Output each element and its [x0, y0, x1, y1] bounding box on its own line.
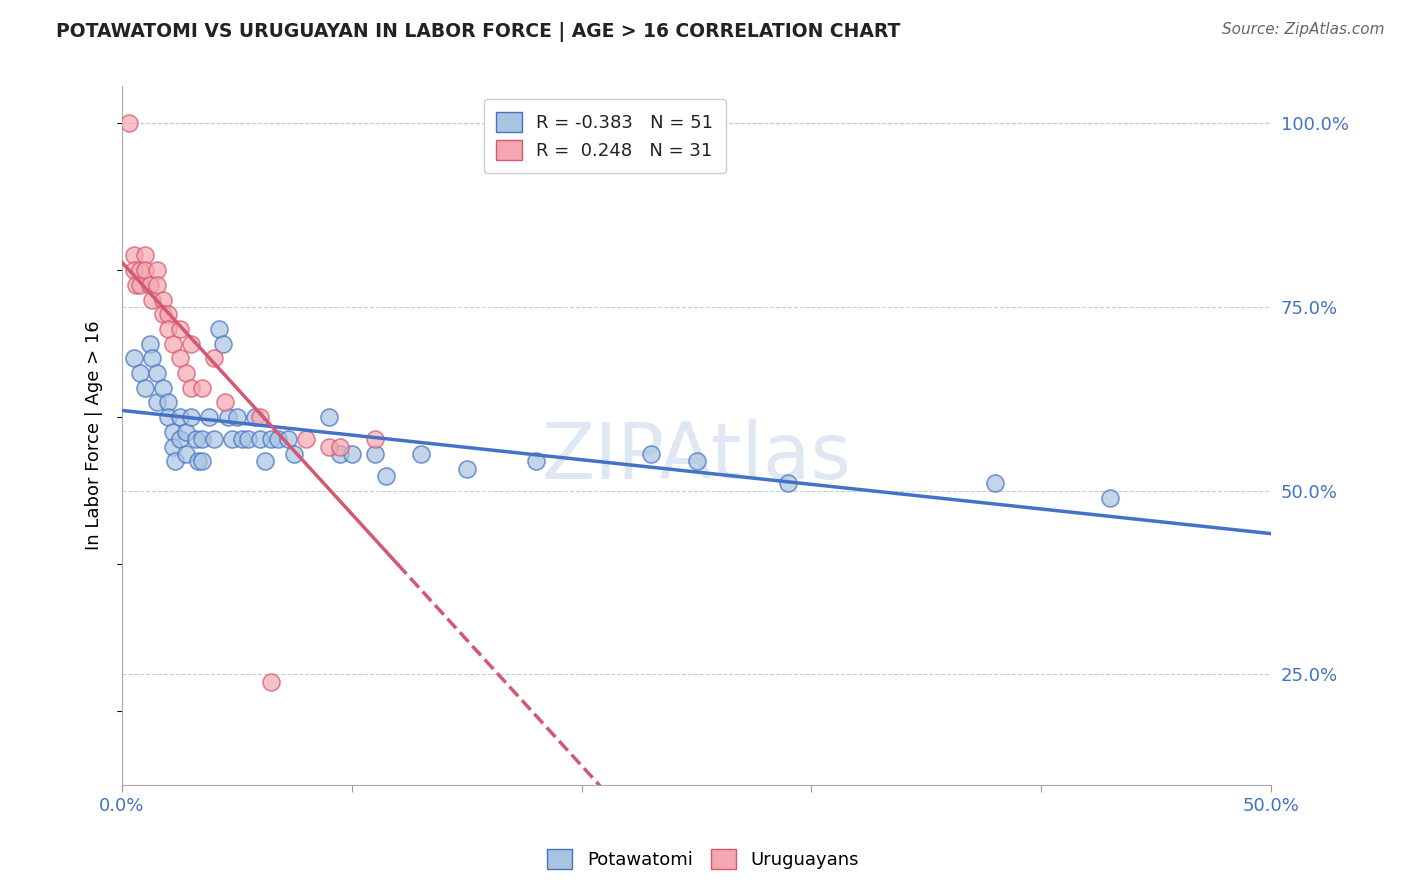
Point [152, 293, 174, 307]
Y-axis label: In Labor Force | Age > 16: In Labor Force | Age > 16 [86, 321, 103, 550]
Point [267, 432, 290, 446]
Point [226, 410, 249, 425]
Point [340, 447, 363, 461]
Point [145, 277, 167, 292]
Point [169, 432, 191, 446]
Point [162, 425, 184, 439]
Point [145, 366, 167, 380]
Point [212, 336, 235, 351]
Point [145, 263, 167, 277]
Point [375, 469, 398, 483]
Point [409, 447, 432, 461]
Point [122, 263, 145, 277]
Point [180, 381, 202, 395]
Point [364, 432, 387, 446]
Point [169, 322, 191, 336]
Point [202, 432, 225, 446]
Point [276, 432, 298, 446]
Point [169, 351, 191, 366]
Point [156, 395, 179, 409]
Point [163, 454, 186, 468]
Point [169, 410, 191, 425]
Point [176, 366, 198, 380]
Point [162, 440, 184, 454]
Point [778, 476, 800, 491]
Point [260, 432, 283, 446]
Point [329, 440, 352, 454]
Text: ZIPAtlas: ZIPAtlas [541, 418, 852, 494]
Point [685, 454, 707, 468]
Point [152, 307, 174, 321]
Point [156, 410, 179, 425]
Point [134, 381, 156, 395]
Point [318, 410, 340, 425]
Point [138, 336, 160, 351]
Point [329, 447, 352, 461]
Point [249, 410, 271, 425]
Point [456, 461, 478, 475]
Point [176, 425, 198, 439]
Point [122, 248, 145, 262]
Point [118, 116, 141, 130]
Point [180, 410, 202, 425]
Point [184, 432, 207, 446]
Point [134, 248, 156, 262]
Point [364, 447, 387, 461]
Point [202, 351, 225, 366]
Point [191, 432, 214, 446]
Point [217, 410, 239, 425]
Point [524, 454, 547, 468]
Point [984, 476, 1007, 491]
Point [198, 410, 221, 425]
Legend: Potawatomi, Uruguayans: Potawatomi, Uruguayans [538, 839, 868, 879]
Point [134, 263, 156, 277]
Text: POTAWATOMI VS URUGUAYAN IN LABOR FORCE | AGE > 16 CORRELATION CHART: POTAWATOMI VS URUGUAYAN IN LABOR FORCE |… [56, 22, 901, 42]
Point [141, 351, 163, 366]
Point [249, 432, 271, 446]
Point [238, 432, 260, 446]
Point [180, 336, 202, 351]
Point [214, 395, 236, 409]
Point [1099, 491, 1122, 505]
Point [260, 674, 283, 689]
Text: Source: ZipAtlas.com: Source: ZipAtlas.com [1222, 22, 1385, 37]
Point [156, 322, 179, 336]
Point [245, 410, 267, 425]
Legend: R = -0.383   N = 51, R =  0.248   N = 31: R = -0.383 N = 51, R = 0.248 N = 31 [484, 99, 725, 173]
Point [138, 277, 160, 292]
Point [191, 381, 214, 395]
Point [253, 454, 276, 468]
Point [156, 307, 179, 321]
Point [141, 293, 163, 307]
Point [125, 277, 148, 292]
Point [295, 432, 318, 446]
Point [207, 322, 229, 336]
Point [176, 447, 198, 461]
Point [122, 351, 145, 366]
Point [221, 432, 243, 446]
Point [318, 440, 340, 454]
Point [145, 395, 167, 409]
Point [129, 277, 152, 292]
Point [129, 263, 152, 277]
Point [640, 447, 662, 461]
Point [152, 381, 174, 395]
Point [187, 454, 209, 468]
Point [129, 366, 152, 380]
Point [162, 336, 184, 351]
Point [191, 454, 214, 468]
Point [231, 432, 253, 446]
Point [283, 447, 305, 461]
